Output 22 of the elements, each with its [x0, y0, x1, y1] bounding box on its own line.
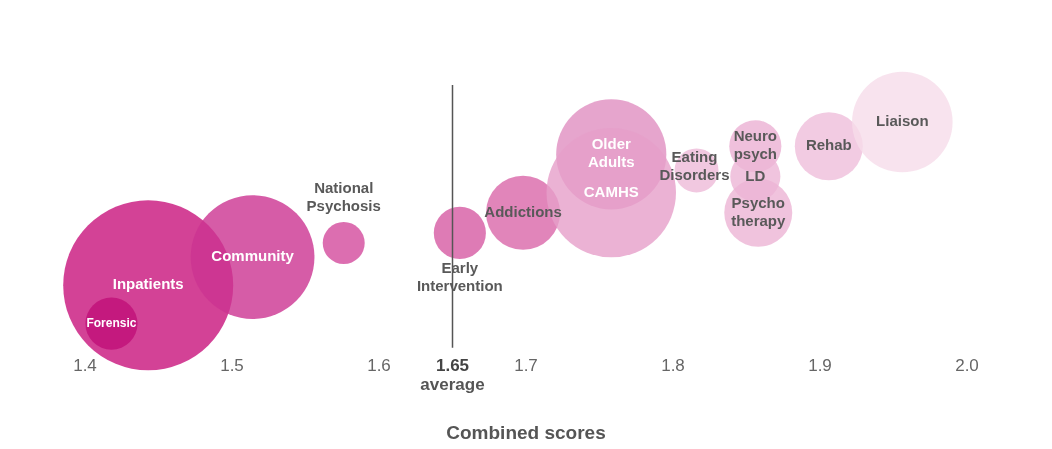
x-tick-label: 2.0 — [955, 355, 979, 375]
annotation: Psycho therapy — [731, 193, 787, 229]
annotation: Liaison — [876, 112, 929, 130]
annotation: CAMHS — [583, 182, 639, 200]
x-tick-label: 1.8 — [661, 355, 685, 375]
x-axis-title: Combined scores — [446, 421, 606, 443]
annotation: Inpatients — [112, 275, 184, 293]
annotation: Eating Disorders — [659, 147, 730, 183]
x-tick-label: 1.6 — [367, 355, 391, 375]
x-tick-label: 1.9 — [808, 355, 832, 375]
annotation: Forensic — [86, 315, 137, 330]
annotation: Rehab — [805, 136, 852, 154]
annotation: LD — [745, 166, 766, 184]
x-tick-label: 1.4 — [73, 355, 97, 375]
annotation: Neuro psych — [733, 127, 777, 163]
x-tick-label: 1.7 — [514, 355, 538, 375]
annotation: Community — [211, 247, 295, 265]
annotation: National Psychosis — [306, 179, 381, 215]
annotation: Older Adults — [587, 135, 635, 171]
x-tick-label: 1.65 — [435, 355, 470, 375]
x-tick-label: 1.5 — [220, 355, 244, 375]
ref-line-label: average — [420, 375, 485, 395]
